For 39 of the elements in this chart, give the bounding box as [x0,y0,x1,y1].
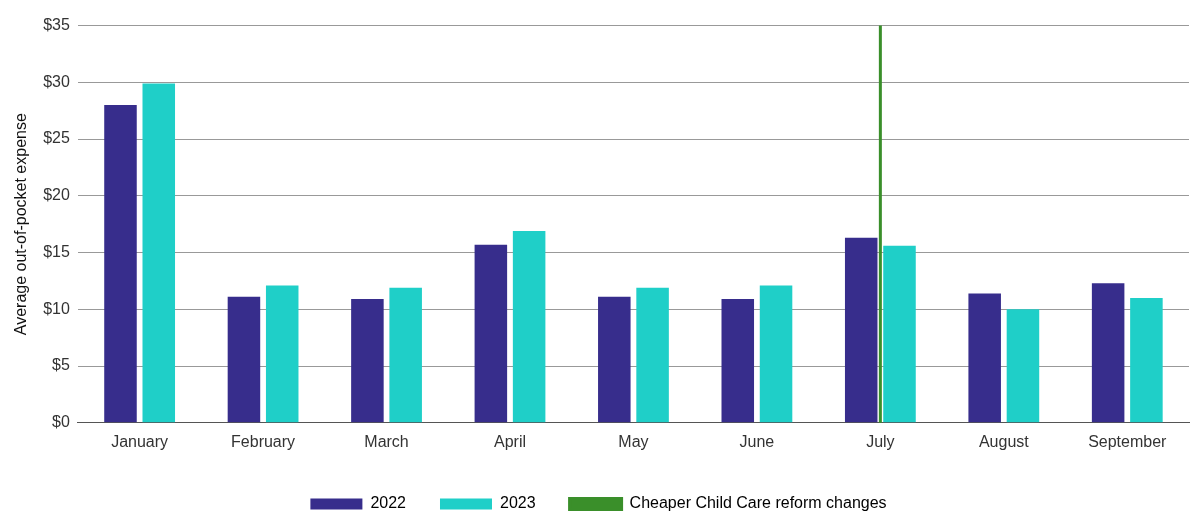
y-axis-title: Average out-of-pocket expense [12,113,30,336]
bar [265,285,299,423]
x-tick-label: January [111,432,169,450]
y-tick-label: $5 [52,356,70,374]
bar [759,285,793,423]
bar [474,244,508,423]
x-tick-label: May [618,432,649,450]
x-tick-label: July [866,432,895,450]
y-tick-label: $0 [52,413,70,431]
bar [351,299,384,423]
y-tick-label: $15 [43,242,70,260]
bar [968,293,1001,423]
y-tick-label: $20 [43,186,70,204]
bar [512,231,546,423]
bar [104,105,137,423]
bar [227,296,261,423]
x-tick-label: September [1088,432,1168,450]
x-tick-label: June [739,432,775,450]
y-tick-label: $10 [43,299,70,317]
y-tick-label: $35 [43,16,70,34]
legend-label: Cheaper Child Care reform changes [629,494,887,512]
bar [636,287,669,423]
bar [1006,309,1040,423]
y-tick-label: $25 [43,129,70,147]
bar [1091,283,1125,423]
x-tick-label: August [978,432,1030,450]
bar [1130,297,1163,423]
bar [721,299,755,423]
y-tick-label: $30 [43,72,70,90]
bar [598,296,631,423]
bar [883,245,916,423]
legend-label: 2023 [499,494,536,512]
bar [844,237,878,423]
legend-label: 2022 [370,494,407,512]
x-tick-label: April [493,432,526,450]
bar [142,83,176,423]
x-tick-label: February [231,432,296,450]
x-tick-label: March [364,432,409,450]
bar [389,287,422,423]
